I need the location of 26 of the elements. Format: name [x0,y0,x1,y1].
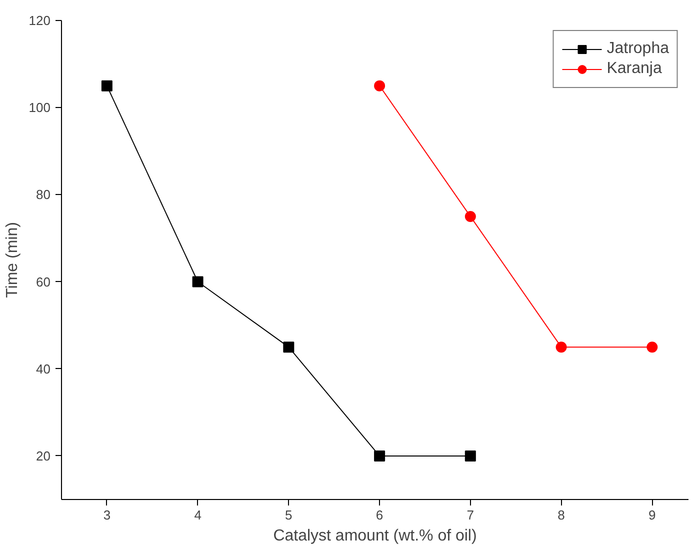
point [374,450,386,462]
legend-label: Jatropha [606,40,669,58]
y-axis-title: Time (min) [4,222,21,298]
x-tick-label: 4 [194,508,202,522]
point [556,342,567,353]
y-tick-label: 60 [36,274,51,290]
y-tick-label: 100 [28,100,51,116]
x-axis-title: Catalyst amount (wt.% of oil) [273,528,477,544]
y-tick-label: 40 [36,361,51,376]
y-tick-label: 20 [36,448,51,464]
x-tick-label: 7 [466,508,474,522]
point [283,342,294,353]
legend-label: Karanja [606,60,662,78]
x-tick-label: 8 [558,508,565,522]
x-tick-label: 9 [648,508,656,522]
x-tick-label: 6 [376,508,384,522]
x-tick-label: 3 [103,508,111,522]
point [192,276,204,288]
point [646,342,658,353]
y-tick-label: 80 [36,187,51,202]
point [374,80,386,92]
point [464,210,476,222]
point [101,80,112,92]
y-tick-label: 120 [28,13,51,28]
point [464,450,476,462]
x-tick-label: 5 [285,508,292,522]
